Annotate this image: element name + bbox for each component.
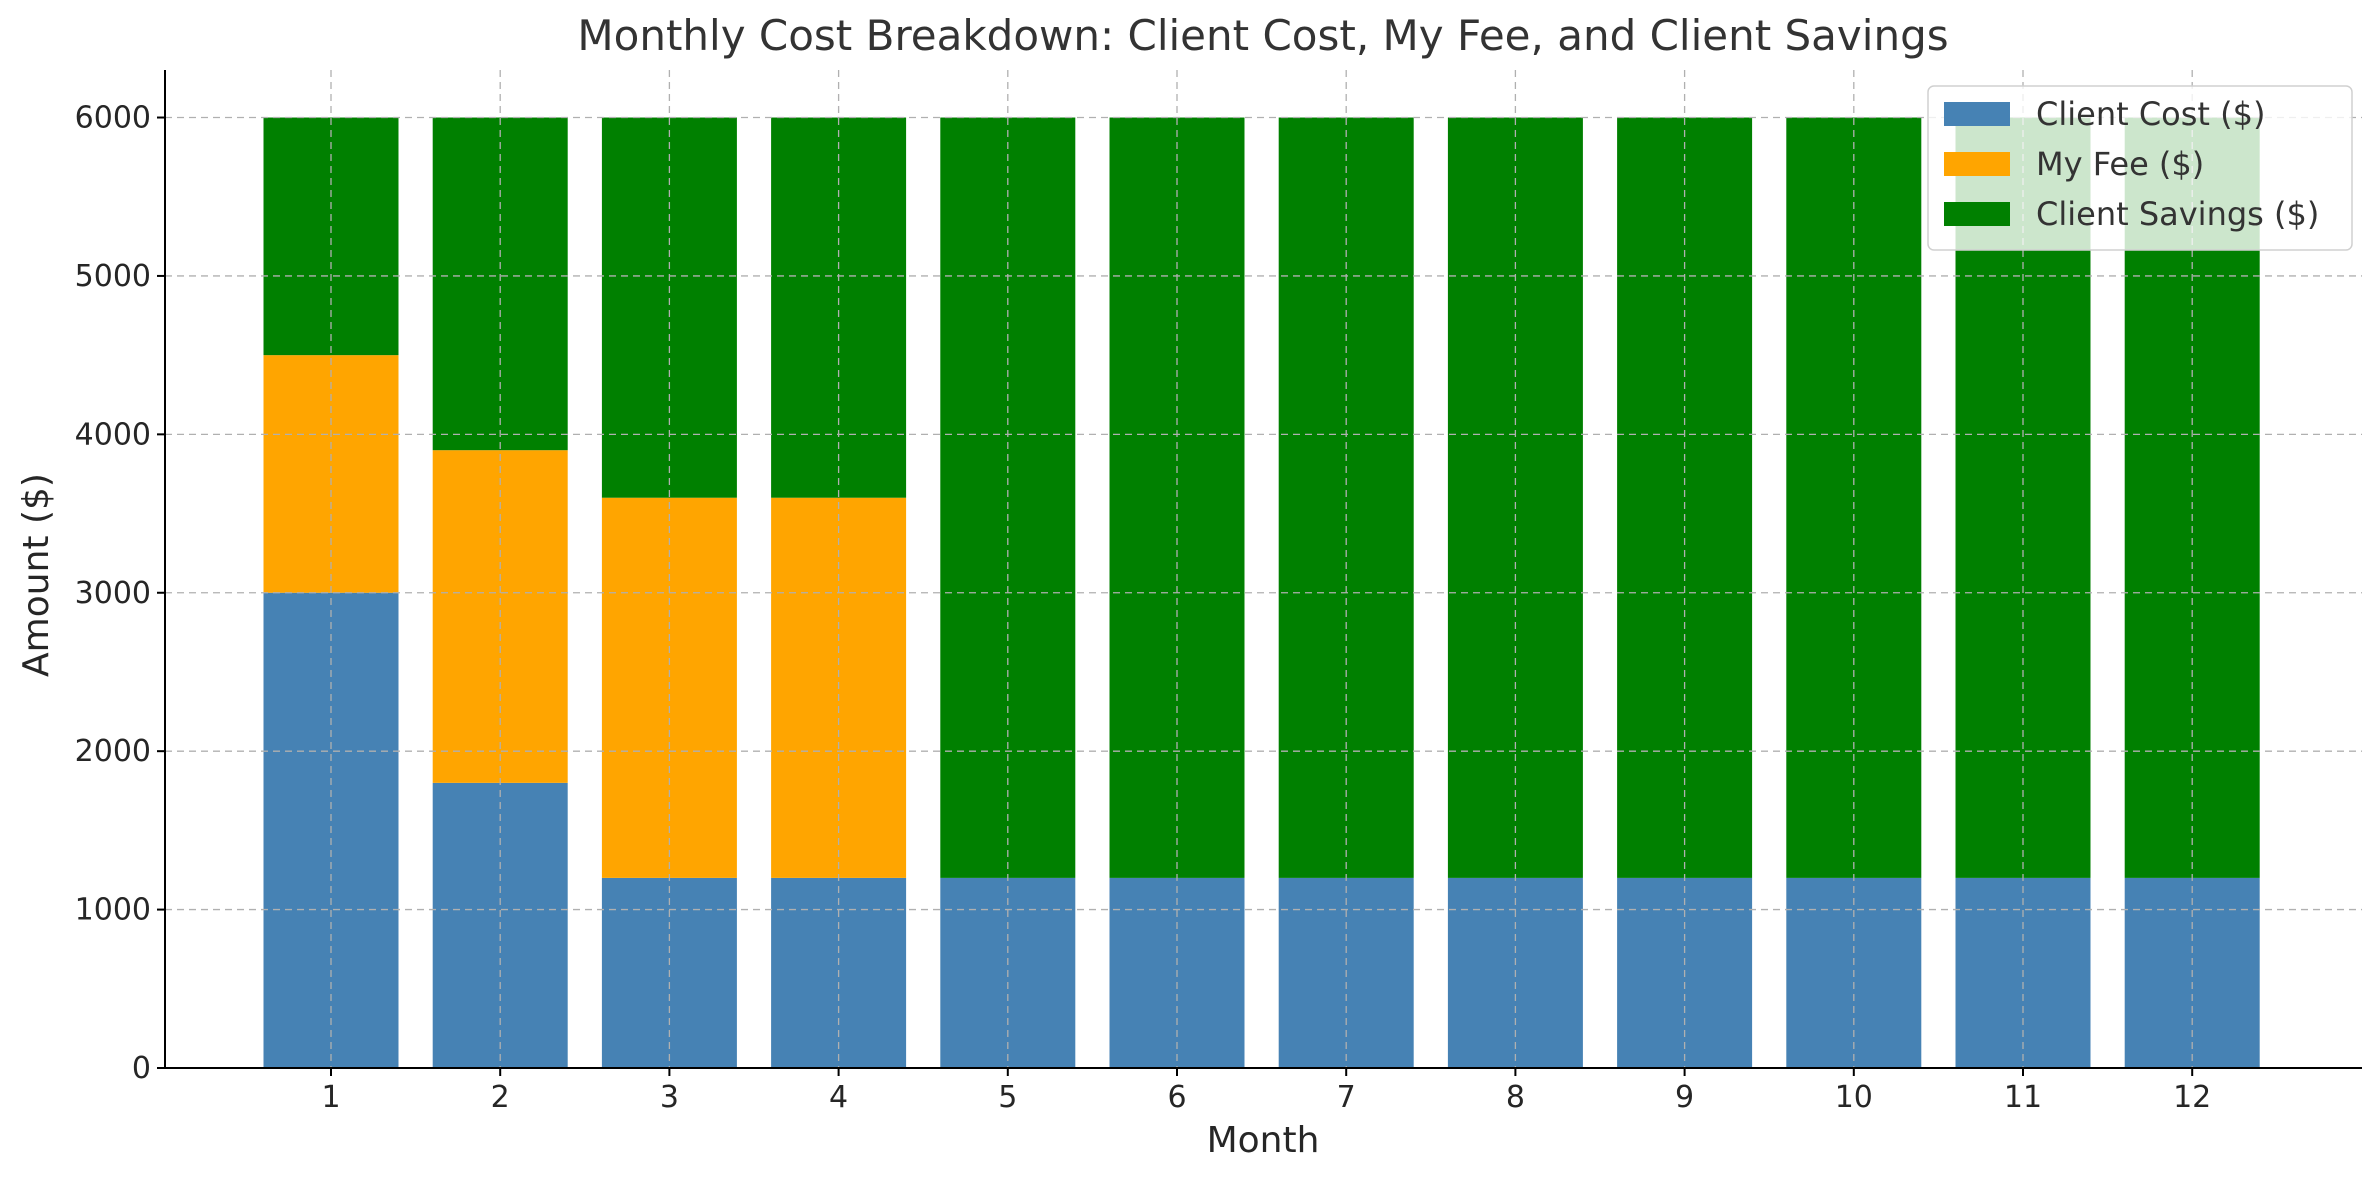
legend-label: Client Savings ($) (2036, 195, 2319, 233)
legend: Client Cost ($) My Fee ($) Client Savings … (1927, 85, 2353, 251)
x-tick-label: 3 (660, 1080, 679, 1115)
y-axis-label: Amount ($) (16, 473, 57, 677)
axes (164, 70, 2362, 1069)
x-tick-label: 1 (321, 1080, 340, 1115)
bar-my-fee-month-1 (263, 355, 399, 593)
x-tick-label: 6 (1167, 1080, 1186, 1115)
y-tick-label: 2000 (75, 734, 151, 769)
chart-title: Monthly Cost Breakdown: Client Cost, My … (577, 11, 1948, 60)
bar-client-savings-month-4 (771, 117, 907, 498)
legend-box (1927, 85, 2353, 251)
legend-label: My Fee ($) (2036, 145, 2204, 183)
y-tick-label: 0 (132, 1051, 151, 1086)
x-tick-label: 8 (1506, 1080, 1525, 1115)
y-tick-label: 3000 (75, 576, 151, 611)
legend-swatch (1944, 202, 2010, 226)
x-tick-label: 5 (998, 1080, 1017, 1115)
x-tick-label: 10 (1835, 1080, 1873, 1115)
y-tick-label: 1000 (75, 893, 151, 928)
legend-label: Client Cost ($) (2036, 95, 2265, 133)
legend-swatch (1944, 152, 2010, 176)
x-tick-label: 12 (2173, 1080, 2211, 1115)
x-tick-label: 11 (2004, 1080, 2042, 1115)
legend-swatch (1944, 102, 2010, 126)
bar-client-savings-month-3 (601, 117, 737, 498)
x-tick-label: 9 (1675, 1080, 1694, 1115)
bar-client-savings-month-1 (263, 117, 399, 356)
x-tick-label: 2 (491, 1080, 510, 1115)
y-tick-label: 6000 (75, 101, 151, 136)
x-tick-label: 7 (1337, 1080, 1356, 1115)
x-tick-label: 4 (829, 1080, 848, 1115)
x-axis-label: Month (1207, 1120, 1320, 1161)
y-tick-label: 5000 (75, 259, 151, 294)
y-tick-label: 4000 (75, 417, 151, 452)
